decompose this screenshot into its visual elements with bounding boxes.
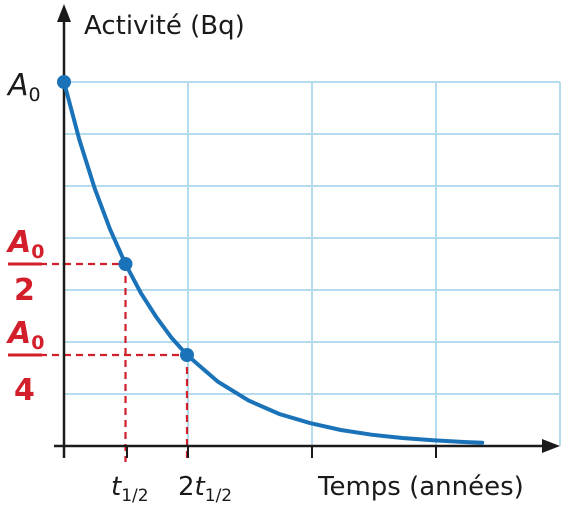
svg-text:4: 4 — [14, 373, 35, 408]
y-axis-title: Activité (Bq) — [84, 11, 245, 41]
svg-text:A0: A0 — [6, 316, 44, 354]
svg-text:A0: A0 — [6, 225, 44, 263]
data-point — [180, 348, 194, 362]
data-point — [118, 257, 133, 271]
decay-curve — [62, 80, 485, 445]
grid — [63, 81, 561, 446]
x-axis-title: Temps (années) — [317, 472, 524, 502]
data-points — [57, 75, 194, 362]
axes — [54, 4, 560, 458]
y-axis-arrow — [57, 4, 71, 22]
data-point — [57, 75, 71, 89]
y-tick-label-a0: A0 — [6, 68, 41, 106]
y-tick-label-a0-quarter: A0 4 — [6, 316, 44, 408]
guide-lines — [28, 262, 189, 462]
x-axis-arrow — [542, 439, 560, 453]
x-tick-label-t-half: t1/2 — [111, 472, 149, 506]
y-tick-label-a0-half: A0 2 — [6, 225, 44, 308]
x-tick-label-two-t-half: 2t1/2 — [178, 472, 232, 506]
svg-text:2: 2 — [14, 273, 35, 308]
